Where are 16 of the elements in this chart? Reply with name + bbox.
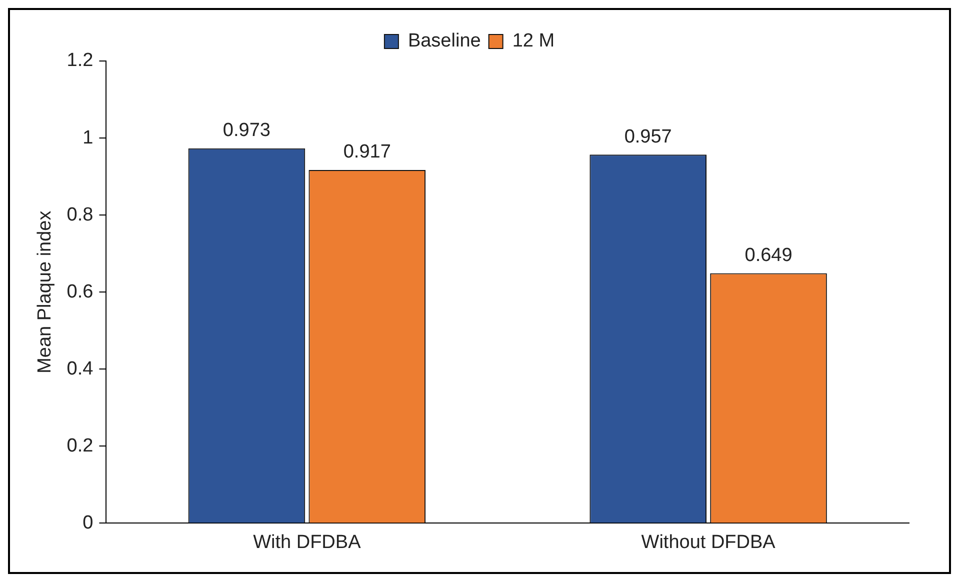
- legend-label: Baseline: [408, 30, 481, 52]
- y-tick-label: 1.2: [66, 50, 94, 72]
- y-tick-label: 0.2: [66, 435, 94, 456]
- data-label: 0.917: [343, 142, 391, 163]
- y-axis-title: Mean Plaque index: [34, 210, 56, 374]
- data-label: 0.973: [222, 120, 270, 142]
- x-tick-label: With DFDBA: [253, 532, 362, 553]
- y-tick-label: 0.8: [66, 204, 94, 226]
- x-tick-label: Without DFDBA: [641, 532, 776, 553]
- legend-label: 12 M: [512, 30, 555, 52]
- y-tick-label: 0: [82, 512, 94, 534]
- y-tick-label: 0.6: [66, 281, 94, 302]
- y-tick-label: 0.4: [66, 358, 94, 380]
- data-label: 0.957: [624, 126, 672, 148]
- data-label: 0.649: [744, 244, 792, 266]
- y-tick-label: 1: [82, 127, 94, 148]
